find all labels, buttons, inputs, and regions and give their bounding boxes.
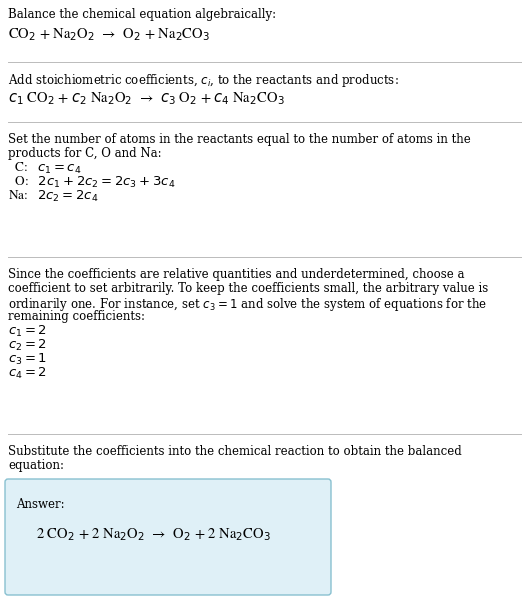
Text: remaining coefficients:: remaining coefficients: — [8, 310, 145, 323]
Text: Balance the chemical equation algebraically:: Balance the chemical equation algebraica… — [8, 8, 276, 21]
Text: C:   $c_1 = c_4$: C: $c_1 = c_4$ — [8, 161, 81, 176]
Text: 2 CO$_2$ + 2 Na$_2$O$_2$  →  O$_2$ + 2 Na$_2$CO$_3$: 2 CO$_2$ + 2 Na$_2$O$_2$ → O$_2$ + 2 Na$… — [36, 526, 271, 543]
Text: ordinarily one. For instance, set $c_3 = 1$ and solve the system of equations fo: ordinarily one. For instance, set $c_3 =… — [8, 296, 487, 313]
Text: $c_1$ CO$_2$ + $c_2$ Na$_2$O$_2$  →  $c_3$ O$_2$ + $c_4$ Na$_2$CO$_3$: $c_1$ CO$_2$ + $c_2$ Na$_2$O$_2$ → $c_3$… — [8, 90, 285, 107]
Text: Since the coefficients are relative quantities and underdetermined, choose a: Since the coefficients are relative quan… — [8, 268, 464, 281]
Text: $c_2 = 2$: $c_2 = 2$ — [8, 338, 47, 353]
Text: CO$_2$ + Na$_2$O$_2$  →  O$_2$ + Na$_2$CO$_3$: CO$_2$ + Na$_2$O$_2$ → O$_2$ + Na$_2$CO$… — [8, 26, 210, 42]
Text: Substitute the coefficients into the chemical reaction to obtain the balanced: Substitute the coefficients into the che… — [8, 445, 462, 458]
Text: Set the number of atoms in the reactants equal to the number of atoms in the: Set the number of atoms in the reactants… — [8, 133, 471, 146]
Text: Answer:: Answer: — [16, 498, 65, 511]
Text: equation:: equation: — [8, 459, 64, 472]
FancyBboxPatch shape — [5, 479, 331, 595]
Text: Na:   $2 c_2 = 2 c_4$: Na: $2 c_2 = 2 c_4$ — [8, 189, 98, 204]
Text: coefficient to set arbitrarily. To keep the coefficients small, the arbitrary va: coefficient to set arbitrarily. To keep … — [8, 282, 488, 295]
Text: products for C, O and Na:: products for C, O and Na: — [8, 147, 162, 160]
Text: $c_4 = 2$: $c_4 = 2$ — [8, 366, 47, 381]
Text: $c_1 = 2$: $c_1 = 2$ — [8, 324, 47, 339]
Text: O:   $2 c_1 + 2 c_2 = 2 c_3 + 3 c_4$: O: $2 c_1 + 2 c_2 = 2 c_3 + 3 c_4$ — [8, 175, 176, 190]
Text: Add stoichiometric coefficients, $c_i$, to the reactants and products:: Add stoichiometric coefficients, $c_i$, … — [8, 72, 399, 89]
Text: $c_3 = 1$: $c_3 = 1$ — [8, 352, 47, 367]
